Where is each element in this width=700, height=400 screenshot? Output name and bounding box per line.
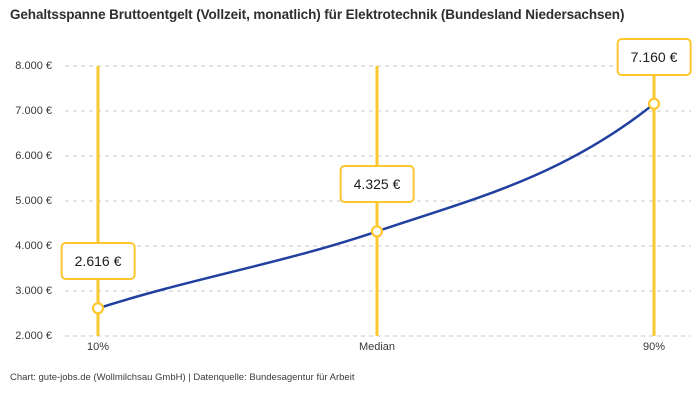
- x-tick-label: 90%: [642, 341, 666, 353]
- y-tick-label: 4.000 €: [15, 239, 52, 252]
- chart-credit: Chart: gute-jobs.de (Wollmilchsau GmbH) …: [10, 372, 355, 383]
- data-point-marker: [91, 302, 105, 315]
- chart-title: Gehaltsspanne Bruttoentgelt (Vollzeit, m…: [10, 7, 625, 22]
- value-label-box: 4.325 €: [339, 165, 415, 204]
- x-tick-label: Median: [358, 341, 396, 353]
- data-point-marker: [370, 225, 384, 238]
- y-tick-label: 8.000 €: [15, 59, 52, 72]
- y-tick-label: 6.000 €: [15, 149, 52, 162]
- y-tick-label: 3.000 €: [15, 284, 52, 297]
- data-point-marker: [647, 97, 661, 110]
- y-tick-label: 7.000 €: [15, 104, 52, 117]
- value-label-box: 2.616 €: [60, 242, 136, 281]
- x-tick-label: 10%: [86, 341, 110, 353]
- y-tick-label: 2.000 €: [15, 329, 52, 342]
- value-label-box: 7.160 €: [616, 37, 692, 76]
- y-tick-label: 5.000 €: [15, 194, 52, 207]
